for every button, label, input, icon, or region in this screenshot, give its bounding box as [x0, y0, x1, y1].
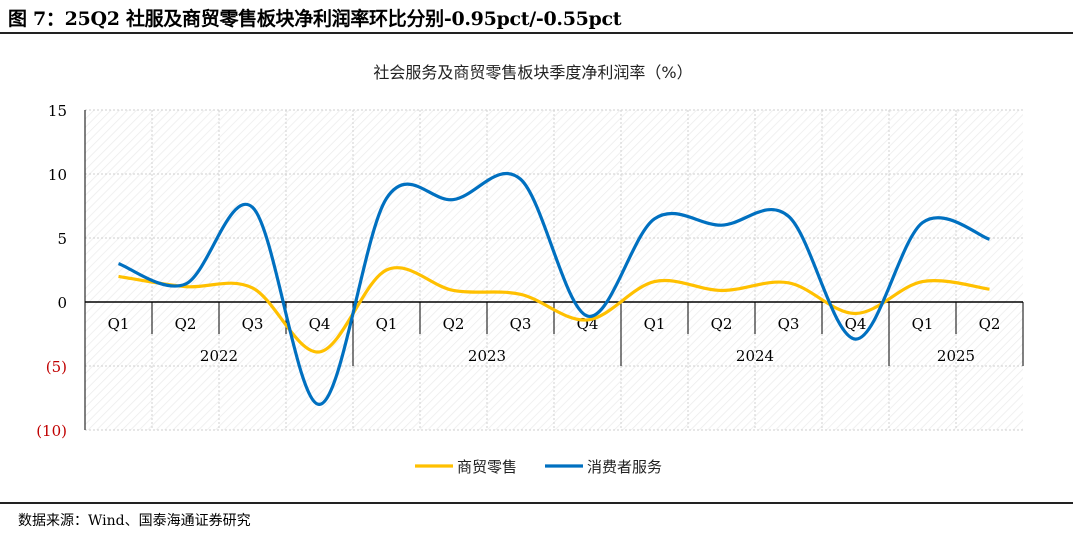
- y-tick-label: 0: [57, 294, 67, 312]
- top-divider: [0, 32, 1073, 34]
- legend-label: 商贸零售: [457, 458, 517, 476]
- category-label: Q1: [644, 315, 666, 333]
- category-label: Q1: [108, 315, 130, 333]
- year-label: 2025: [937, 347, 975, 365]
- category-label: Q2: [979, 315, 1001, 333]
- line-chart: 社会服务及商贸零售板块季度净利润率（%） 15 10 5 0 (5) (10) Q1 Q2 Q3…: [36, 63, 1024, 476]
- series-line-retail: [118, 266, 990, 354]
- year-label: 2022: [200, 347, 238, 365]
- figure-title: 图 7：25Q2 社服及商贸零售板块净利润率环比分别-0.95pct/-0.55…: [8, 8, 622, 30]
- category-label: Q3: [242, 315, 264, 333]
- bottom-divider: [0, 502, 1073, 504]
- year-label: 2023: [468, 347, 506, 365]
- series-line-consumer-services: [117, 171, 991, 407]
- category-label: Q4: [845, 315, 867, 333]
- category-label: Q3: [510, 315, 532, 333]
- y-tick-label: (5): [46, 358, 67, 376]
- category-label: Q1: [912, 315, 934, 333]
- legend-label: 消费者服务: [587, 458, 662, 476]
- chart-title: 社会服务及商贸零售板块季度净利润率（%）: [373, 63, 692, 82]
- category-label: Q1: [376, 315, 398, 333]
- category-label: Q4: [309, 315, 331, 333]
- category-label: Q3: [778, 315, 800, 333]
- year-label: 2024: [736, 347, 774, 365]
- category-label: Q2: [175, 315, 197, 333]
- category-label: Q2: [711, 315, 733, 333]
- category-label: Q2: [443, 315, 465, 333]
- source-note: 数据来源：Wind、国泰海通证券研究: [18, 513, 251, 529]
- y-tick-label: 15: [48, 102, 67, 120]
- y-tick-label: (10): [36, 422, 67, 440]
- y-tick-label: 10: [48, 166, 67, 184]
- y-tick-label: 5: [57, 230, 67, 248]
